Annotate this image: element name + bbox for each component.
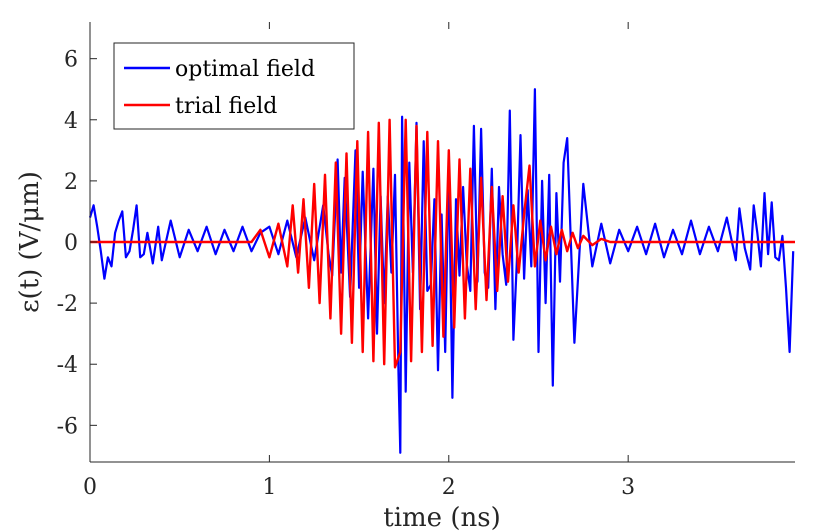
y-axis-title: ε(t) (V/μm) bbox=[15, 171, 45, 313]
y-ticks: -6 -4 -2 0 2 4 6 bbox=[57, 48, 97, 439]
y-tick-label: -2 bbox=[57, 292, 78, 317]
x-axis-title: time (ns) bbox=[383, 503, 500, 531]
series-layer bbox=[88, 88, 795, 454]
x-tick-label: 2 bbox=[442, 475, 456, 500]
legend-label-optimal: optimal field bbox=[175, 57, 315, 82]
legend: optimal field trial field bbox=[113, 42, 355, 130]
x-tick-label: 1 bbox=[262, 475, 276, 500]
y-tick-label: -4 bbox=[57, 353, 78, 378]
y-tick-label: -6 bbox=[57, 414, 78, 439]
series-line-trial-field bbox=[90, 118, 795, 369]
y-tick-label: 6 bbox=[64, 48, 78, 73]
legend-box bbox=[113, 42, 355, 130]
y-tick-label: 2 bbox=[64, 170, 78, 195]
series-line-optimal-field bbox=[88, 88, 795, 454]
x-ticks: 0 1 2 3 bbox=[83, 22, 635, 500]
x-tick-label: 3 bbox=[621, 475, 635, 500]
x-tick-label: 0 bbox=[83, 475, 97, 500]
y-tick-label: 0 bbox=[64, 231, 78, 256]
legend-label-trial: trial field bbox=[175, 94, 277, 119]
y-tick-label: 4 bbox=[64, 109, 78, 134]
